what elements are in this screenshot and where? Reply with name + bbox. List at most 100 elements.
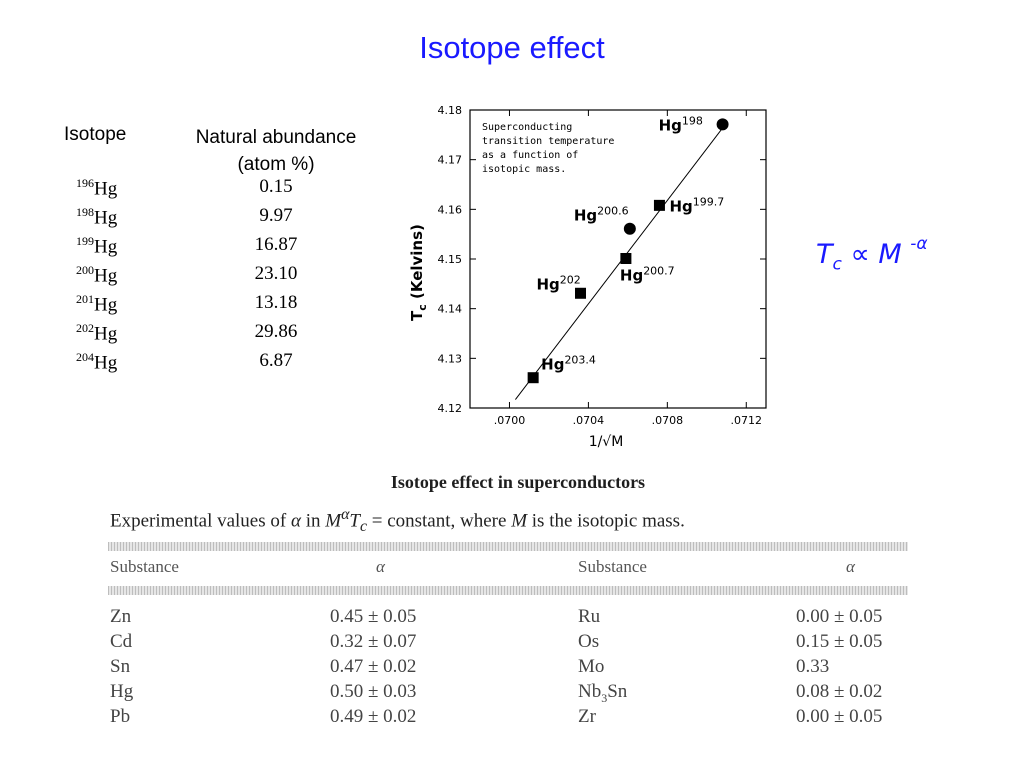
caption-sup: α xyxy=(341,506,350,523)
isotope-label: 199Hg xyxy=(76,234,136,258)
y-label-rest: (Kelvins) xyxy=(408,224,426,304)
isotope-element: Hg xyxy=(94,178,118,200)
header-alpha-left: α xyxy=(376,557,385,576)
isotope-abundance: 16.87 xyxy=(254,234,298,255)
isotope-abundance: 23.10 xyxy=(254,263,298,284)
table-rule-top xyxy=(108,542,908,551)
annotation-line: transition temperature xyxy=(482,136,614,147)
isotope-mass: 199 xyxy=(76,234,94,248)
caption-text-a: Experimental values of xyxy=(110,510,291,532)
isotope-mass: 196 xyxy=(76,176,94,190)
isotope-element: Hg xyxy=(94,236,118,258)
isotope-element: Hg xyxy=(94,323,118,345)
table-rule-mid xyxy=(108,586,908,595)
isotope-element: Hg xyxy=(94,294,118,316)
nb3sn-sn: Sn xyxy=(607,681,628,702)
isotope-mass: 200 xyxy=(76,263,94,277)
point-label-mass: 202 xyxy=(560,273,581,286)
alpha-table-caption: Experimental values of α in MαTc = const… xyxy=(110,506,685,536)
relation-prop: ∝ xyxy=(850,239,870,270)
data-point-square xyxy=(620,253,632,265)
isotope-mass: 201 xyxy=(76,292,94,306)
header-alpha-right: α xyxy=(846,557,855,576)
y-tick-label: 4.17 xyxy=(438,154,463,167)
x-axis-label: 1/√M xyxy=(589,434,624,450)
substance-cell: Nb3Sn xyxy=(578,681,627,706)
isotope-abundance: 6.87 xyxy=(259,350,293,371)
point-label-mass: 200.6 xyxy=(597,205,629,218)
y-label-t: T xyxy=(408,310,426,321)
substance-cell: Cd xyxy=(110,631,133,652)
alpha-cell: 0.47 ± 0.02 xyxy=(330,656,417,677)
alpha-cell: 0.00 ± 0.05 xyxy=(796,706,883,727)
caption-c: c xyxy=(359,518,367,536)
y-tick-label: 4.15 xyxy=(438,253,463,266)
caption-text-d: = constant, where xyxy=(366,510,512,532)
isotope-column-header: Isotope xyxy=(64,124,127,145)
alpha-cell: 0.45 ± 0.05 xyxy=(330,606,417,627)
slide-title: Isotope effect xyxy=(419,30,605,65)
y-axis-label: Tc (Kelvins) xyxy=(408,224,429,321)
substance-cell: Mo xyxy=(578,656,605,677)
substance-cell: Hg xyxy=(110,681,134,702)
isotope-mass: 198 xyxy=(76,205,94,219)
y-tick-label: 4.18 xyxy=(438,104,463,117)
isotope-abundance: 9.97 xyxy=(259,205,293,226)
caption-m: M xyxy=(325,510,342,532)
point-label: Hg198 xyxy=(659,114,703,134)
data-point-square xyxy=(575,287,587,299)
y-label-c: c xyxy=(416,304,429,311)
isotope-label: 204Hg xyxy=(76,350,136,374)
isotope-abundance: 29.86 xyxy=(254,321,298,342)
data-point-square xyxy=(527,372,539,384)
substance-cell: Sn xyxy=(110,656,131,677)
substance-cell: Zn xyxy=(110,606,132,627)
point-label: Hg203.4 xyxy=(541,354,596,374)
abundance-column-header: Natural abundance (atom %) xyxy=(178,124,374,178)
point-label-mass: 199.7 xyxy=(693,195,725,208)
isotope-abundance: 0.15 xyxy=(259,176,293,197)
nb3sn-nb: Nb xyxy=(578,681,602,702)
chart-svg: 4.12 4.13 4.14 4.15 4.16 4.17 4.18 .0700 .0704 .0… xyxy=(408,104,767,450)
substance-cell: Zr xyxy=(578,706,596,727)
y-tick-label: 4.12 xyxy=(438,402,463,415)
substance-cell: Os xyxy=(578,631,600,652)
caption-alpha: α xyxy=(290,510,301,532)
substance-cell: Ru xyxy=(578,606,601,627)
isotope-label: 202Hg xyxy=(76,321,136,345)
alpha-cell: 0.00 ± 0.05 xyxy=(796,606,883,627)
annotation-line: Superconducting xyxy=(482,122,572,133)
isotope-element: Hg xyxy=(94,265,118,287)
relation-m: M xyxy=(878,239,902,270)
point-label: Hg200.7 xyxy=(620,265,675,285)
caption-t: T xyxy=(349,510,360,532)
y-tick-label: 4.16 xyxy=(438,203,463,216)
header-substance-left: Substance xyxy=(110,557,179,576)
isotope-label: 196Hg xyxy=(76,176,136,200)
isotope-element: Hg xyxy=(94,352,118,374)
nb3sn-sub: 3 xyxy=(601,690,608,705)
caption-m2: M xyxy=(511,510,528,532)
relation-exp: -α xyxy=(910,234,928,254)
isotope-element: Hg xyxy=(94,207,118,229)
alpha-cell: 0.15 ± 0.05 xyxy=(796,631,883,652)
abundance-header-line2: (atom %) xyxy=(237,154,315,175)
relation-c: c xyxy=(832,254,842,275)
x-tick-label: .0712 xyxy=(731,414,763,427)
tc-relation: Tc ∝ M -α xyxy=(816,234,928,275)
point-label: Hg200.6 xyxy=(574,205,629,225)
alpha-cell: 0.49 ± 0.02 xyxy=(330,706,417,727)
caption-text-b: in xyxy=(300,510,326,532)
header-substance-right: Substance xyxy=(578,557,647,576)
data-point-circle xyxy=(716,118,729,131)
y-tick-label: 4.14 xyxy=(438,303,463,316)
isotope-label: 198Hg xyxy=(76,205,136,229)
isotope-label: 201Hg xyxy=(76,292,136,316)
alpha-table-title: Isotope effect in superconductors xyxy=(390,472,646,492)
isotope-mass: 202 xyxy=(76,321,94,335)
point-label-mass: 203.4 xyxy=(564,354,596,367)
annotation-line: isotopic mass. xyxy=(482,164,566,175)
isotope-label: 200Hg xyxy=(76,263,136,287)
x-tick-label: .0708 xyxy=(652,414,684,427)
point-label-mass: 198 xyxy=(682,114,703,127)
